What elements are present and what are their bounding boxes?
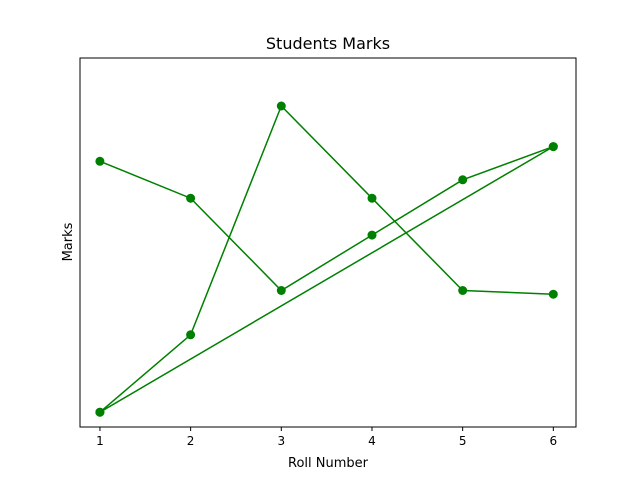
x-tick-label: 3 [277,434,285,448]
data-point [95,156,105,166]
data-point [95,407,105,417]
data-point [548,289,558,299]
data-point [458,175,468,185]
series-layer [95,101,558,417]
data-point [548,142,558,152]
x-tick-label: 2 [187,434,195,448]
data-point [186,330,196,340]
data-point [186,193,196,203]
chart-title: Students Marks [266,34,390,53]
plot-frame [79,57,577,428]
x-axis-label: Roll Number [288,456,369,471]
x-tick-label: 1 [96,434,104,448]
series-line [99,145,554,292]
data-point [367,230,377,240]
x-tick-label: 5 [459,434,467,448]
x-tick-label: 4 [368,434,376,448]
series-line [99,104,554,413]
series-1 [95,142,558,295]
series-line [99,145,554,413]
series-2 [95,142,558,417]
data-point [458,286,468,295]
series-3 [95,101,558,417]
data-point [367,193,377,203]
data-point [276,286,286,295]
x-axis-ticks: 1 2 3 4 5 6 [96,427,557,448]
x-tick-label: 6 [550,434,558,448]
y-axis-label: Marks [61,222,76,261]
data-point [276,101,286,111]
